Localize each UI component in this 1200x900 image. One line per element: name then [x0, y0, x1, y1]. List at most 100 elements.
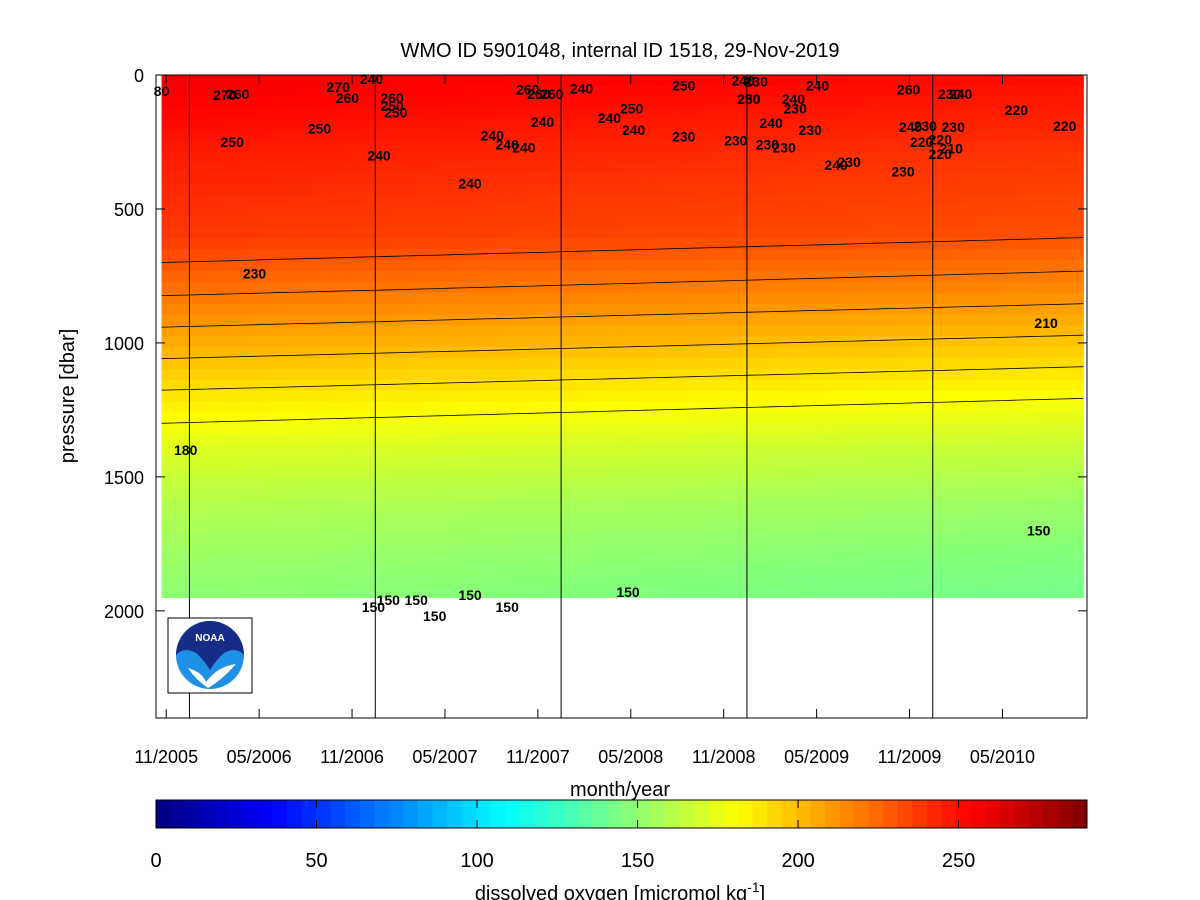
heatmap-cell [898, 390, 915, 403]
heatmap-cell [791, 107, 808, 120]
heatmap-cell [576, 194, 593, 207]
heatmap-cell [576, 205, 593, 218]
heatmap-cell [637, 85, 654, 98]
heatmap-cell [975, 412, 992, 424]
colorbar-cell [970, 800, 986, 828]
heatmap-cell [192, 466, 209, 479]
heatmap-cell [1006, 510, 1023, 522]
heatmap-cell [376, 85, 393, 98]
heatmap-cell [453, 499, 470, 511]
heatmap-cell [392, 510, 408, 522]
heatmap-cell [699, 379, 716, 392]
heatmap-cell [545, 85, 562, 98]
colorbar-cell [912, 800, 928, 828]
heatmap-cell [591, 390, 608, 403]
heatmap-cell [176, 205, 193, 218]
heatmap-cell [253, 172, 270, 185]
heatmap-cell [683, 336, 700, 348]
heatmap-cell [1021, 575, 1038, 588]
heatmap-cell [299, 96, 316, 109]
heatmap-cell [729, 412, 746, 424]
heatmap-cell [898, 216, 915, 228]
heatmap-cell [269, 586, 286, 599]
heatmap-cell [376, 336, 393, 348]
heatmap-cell [1006, 183, 1023, 196]
heatmap-cell [223, 499, 239, 511]
heatmap-cell [223, 303, 239, 316]
heatmap-cell [760, 238, 777, 250]
heatmap-cell [1021, 445, 1038, 457]
heatmap-cell [299, 140, 316, 152]
heatmap-cell [776, 194, 793, 207]
heatmap-cell [530, 379, 547, 392]
heatmap-cell [591, 129, 608, 141]
heatmap-cell [576, 564, 593, 577]
heatmap-cell [223, 586, 239, 599]
heatmap-cell [545, 412, 562, 424]
heatmap-cell [1037, 564, 1054, 577]
heatmap-cell [868, 183, 885, 196]
heatmap-cell [560, 586, 577, 599]
heatmap-cell [361, 466, 378, 479]
heatmap-cell [883, 303, 900, 316]
heatmap-cell [683, 183, 700, 196]
heatmap-cell [683, 390, 700, 403]
heatmap-cell [545, 216, 562, 228]
heatmap-cell [837, 216, 854, 228]
colorbar-cell [766, 800, 783, 828]
heatmap-cell [545, 477, 562, 490]
heatmap-cell [468, 270, 485, 283]
contour-label: 150 [405, 592, 429, 608]
contour-label: 230 [772, 139, 796, 155]
heatmap-cell [453, 477, 470, 490]
heatmap-cell [591, 521, 608, 533]
heatmap-cell [407, 194, 424, 207]
heatmap-cell [729, 401, 746, 413]
heatmap-cell [545, 281, 562, 294]
heatmap-cell [883, 543, 900, 555]
heatmap-cell [683, 347, 700, 359]
heatmap-cell [315, 379, 332, 392]
heatmap-cell [945, 260, 961, 272]
heatmap-cell [530, 96, 547, 109]
heatmap-cell [330, 325, 347, 337]
heatmap-cell [776, 227, 793, 239]
heatmap-cell [852, 488, 869, 501]
heatmap-cell [176, 347, 193, 359]
heatmap-cell [207, 270, 224, 283]
heatmap-cell [407, 292, 424, 305]
heatmap-cell [315, 303, 332, 316]
heatmap-cell [161, 227, 178, 239]
heatmap-cell [914, 303, 931, 316]
heatmap-cell [223, 412, 239, 424]
heatmap-cell [791, 510, 808, 522]
heatmap-cell [468, 488, 485, 501]
heatmap-cell [607, 445, 624, 457]
heatmap-cell [422, 401, 439, 413]
heatmap-cell [161, 543, 178, 555]
contour-label: 240 [824, 157, 848, 173]
year-boundary-lines [188, 75, 934, 718]
noaa-logo-text: NOAA [195, 633, 224, 644]
heatmap-cell [729, 249, 746, 261]
heatmap-cell [407, 118, 424, 131]
heatmap-cell [729, 543, 746, 555]
heatmap-cell [837, 455, 854, 468]
heatmap-cell [269, 162, 286, 174]
heatmap-cell [530, 423, 547, 435]
heatmap-cell [192, 151, 209, 163]
heatmap-cell [1021, 434, 1038, 446]
heatmap-cell [284, 532, 301, 544]
heatmap-cell [837, 357, 854, 370]
heatmap-cell [514, 151, 531, 163]
heatmap-cell [975, 85, 992, 98]
heatmap-cell [1037, 445, 1054, 457]
heatmap-cell [514, 183, 531, 196]
heatmap-cell [484, 455, 501, 468]
heatmap-cell [484, 260, 501, 272]
heatmap-cell [960, 488, 977, 501]
heatmap-cell [560, 423, 577, 435]
heatmap-cell [1037, 510, 1054, 522]
